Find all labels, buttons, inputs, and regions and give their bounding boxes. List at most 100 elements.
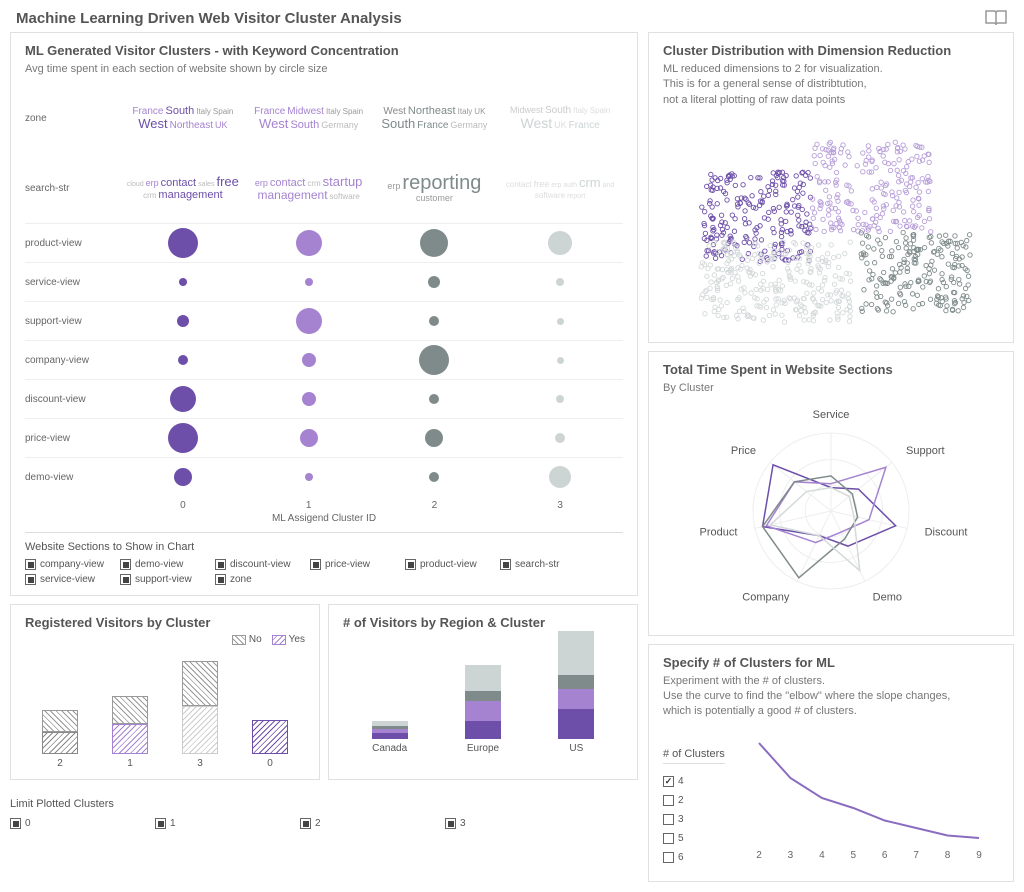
filter-checkbox[interactable]: service-view <box>25 574 120 585</box>
cluster-limit-checkbox[interactable]: 0 <box>10 818 155 829</box>
bubble-cell: MidwestSouthItalySpainWestUKFrance <box>497 105 623 131</box>
cluster-count-checkbox[interactable]: 3 <box>663 814 725 825</box>
scatter-subtitle: ML reduced dimensions to 2 for visualiza… <box>663 62 999 108</box>
bubble <box>178 355 188 365</box>
bubble <box>296 308 322 334</box>
bubble <box>556 278 564 286</box>
bubble-cell <box>372 386 498 412</box>
wordcloud: WestNortheastItalyUKSouthFranceGermany <box>372 105 498 131</box>
elbow-subtitle: Experiment with the # of clusters.Use th… <box>663 674 999 720</box>
cluster-count-checkbox[interactable]: 6 <box>663 852 725 863</box>
filter-checkbox[interactable]: zone <box>215 574 310 585</box>
bubble-cell <box>372 308 498 334</box>
bubble-cell <box>120 386 246 412</box>
bubble-cell <box>120 228 246 258</box>
filter-checkbox[interactable]: product-view <box>405 559 500 570</box>
bubble-cell <box>246 276 372 288</box>
filter-checkbox[interactable]: price-view <box>310 559 405 570</box>
svg-text:7: 7 <box>913 850 919 861</box>
bubble <box>168 228 198 258</box>
bubble-panel: ML Generated Visitor Clusters - with Key… <box>10 32 638 596</box>
bubble <box>429 394 439 404</box>
wordcloud: FranceSouthItalySpainWestNortheastUK <box>120 105 246 131</box>
bubble <box>305 278 313 286</box>
bubble-row-label: zone <box>25 113 120 124</box>
filter-checkbox[interactable]: search-str <box>500 559 595 570</box>
elbow-chart: 23456789 <box>739 728 999 868</box>
bubble <box>556 395 564 403</box>
elbow-title: Specify # of Clusters for ML <box>663 655 999 670</box>
bubble-cell <box>372 423 498 453</box>
bubble-cell <box>120 308 246 334</box>
wordcloud: erpreportingcustomer <box>372 172 498 204</box>
svg-text:Demo: Demo <box>873 591 902 603</box>
bubble-row-label: support-view <box>25 316 120 327</box>
radar-panel: Total Time Spent in Website Sections By … <box>648 351 1014 635</box>
svg-text:5: 5 <box>850 850 856 861</box>
bar-group: 1 <box>112 696 148 769</box>
filter-checkbox[interactable]: discount-view <box>215 559 310 570</box>
cluster-count-checkbox[interactable]: 5 <box>663 833 725 844</box>
bubble-cell <box>372 345 498 375</box>
bubble-x-tick: 2 <box>372 500 498 511</box>
bubble-cell <box>246 466 372 488</box>
bubble-cell <box>246 345 372 375</box>
bubble <box>555 433 565 443</box>
bubble-row: company-view <box>25 340 623 379</box>
elbow-checks-title: # of Clusters <box>663 748 725 764</box>
elbow-panel: Specify # of Clusters for ML Experiment … <box>648 644 1014 882</box>
radar-chart: ServiceSupportDiscountDemoCompanyProduct… <box>671 401 991 621</box>
svg-text:6: 6 <box>882 850 888 861</box>
bubble <box>296 230 322 256</box>
bubble-cell <box>372 466 498 488</box>
bubble-xlabel: ML Assigend Cluster ID <box>25 513 623 524</box>
bubble-cell <box>120 423 246 453</box>
filter-checkbox[interactable]: company-view <box>25 559 120 570</box>
cluster-count-checkbox[interactable]: 4 <box>663 776 725 787</box>
bubble-row-label: discount-view <box>25 394 120 405</box>
bubble-row: product-view <box>25 223 623 262</box>
bubble <box>305 473 313 481</box>
cluster-count-checkbox[interactable]: 2 <box>663 795 725 806</box>
radar-title: Total Time Spent in Website Sections <box>663 362 999 377</box>
filter-checkbox[interactable]: demo-view <box>120 559 215 570</box>
bubble-cell <box>497 386 623 412</box>
bubble-cell: erpreportingcustomer <box>372 172 498 204</box>
scatter-title: Cluster Distribution with Dimension Redu… <box>663 43 999 58</box>
bubble <box>302 392 316 406</box>
svg-text:Discount: Discount <box>925 526 968 538</box>
book-icon[interactable] <box>984 8 1008 28</box>
bubble <box>425 429 443 447</box>
bubble-cell <box>372 228 498 258</box>
bubble <box>429 472 439 482</box>
cluster-limit-title: Limit Plotted Clusters <box>10 798 638 810</box>
bubble-row-label: product-view <box>25 238 120 249</box>
cluster-limit-checkbox[interactable]: 3 <box>445 818 590 829</box>
bubble-cell <box>120 345 246 375</box>
svg-text:8: 8 <box>945 850 951 861</box>
bubble-title: ML Generated Visitor Clusters - with Key… <box>25 43 623 58</box>
svg-text:Support: Support <box>906 445 945 457</box>
bubble-x-tick: 3 <box>497 500 623 511</box>
bubble <box>557 318 564 325</box>
bubble-cell: erpcontactcrmstartupmanagementsoftware <box>246 172 372 204</box>
svg-text:Company: Company <box>742 591 790 603</box>
bubble-row: service-view <box>25 262 623 301</box>
region-panel: # of Visitors by Region & Cluster Canada… <box>328 604 638 780</box>
bubble-cell <box>497 466 623 488</box>
bubble <box>300 429 318 447</box>
svg-text:2: 2 <box>756 850 762 861</box>
cluster-limit-checkbox[interactable]: 1 <box>155 818 300 829</box>
bubble-cell <box>246 423 372 453</box>
bubble-cell <box>120 466 246 488</box>
bubble-cell <box>497 308 623 334</box>
bubble <box>549 466 571 488</box>
section-filter-title: Website Sections to Show in Chart <box>25 541 623 553</box>
bubble <box>420 229 448 257</box>
radar-subtitle: By Cluster <box>663 381 999 396</box>
filter-checkbox[interactable]: support-view <box>120 574 215 585</box>
cluster-limit-checkbox[interactable]: 2 <box>300 818 445 829</box>
bubble-cell: FranceMidwestItalySpainWestSouthGermany <box>246 105 372 131</box>
page-title: Machine Learning Driven Web Visitor Clus… <box>16 10 402 27</box>
bubble-cell <box>497 345 623 375</box>
